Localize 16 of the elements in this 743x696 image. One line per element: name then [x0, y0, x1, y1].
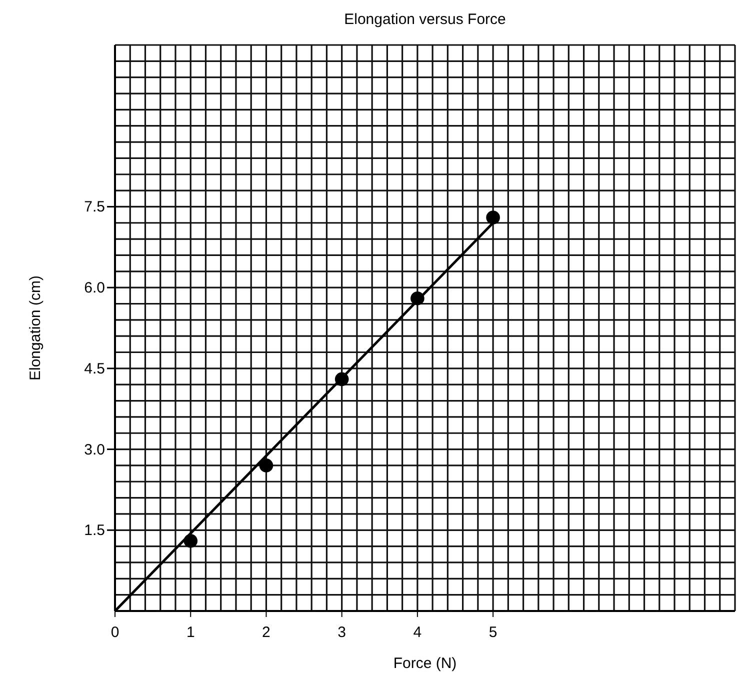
x-tick-label: 0: [110, 624, 120, 641]
x-axis-title: Force (N): [393, 655, 457, 672]
x-tick-label: 1: [186, 624, 195, 641]
y-tick-label: 4.5: [84, 360, 105, 378]
y-tick-label: 1.5: [84, 522, 105, 540]
y-tick-label: 3.0: [84, 441, 105, 458]
x-tick-label: 4: [413, 624, 422, 641]
y-tick-label: 7.5: [84, 198, 105, 216]
x-tick-label: 3: [338, 624, 346, 641]
x-tick-label: 2: [262, 624, 270, 641]
y-axis-title: Elongation (cm): [27, 275, 44, 381]
y-tick-label: 6.0: [84, 280, 105, 297]
point: [259, 458, 274, 472]
x-tick-label: 5: [488, 624, 498, 641]
point: [486, 210, 500, 224]
chart-title: Elongation versus Force: [344, 11, 506, 28]
